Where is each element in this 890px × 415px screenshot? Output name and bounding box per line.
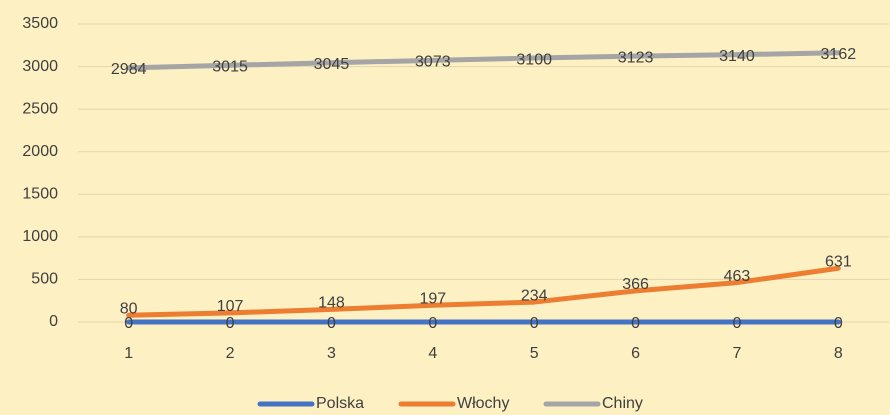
x-tick-label: 7 [732, 345, 741, 362]
y-tick-label: 0 [49, 313, 58, 330]
x-tick-label: 6 [631, 345, 640, 362]
y-tick-label: 1000 [22, 228, 58, 245]
data-label: 3045 [314, 56, 350, 73]
data-label: 3015 [212, 59, 248, 76]
y-tick-label: 500 [31, 271, 58, 288]
series-line [126, 265, 841, 318]
y-tick-label: 3000 [22, 58, 58, 75]
data-label: 0 [631, 315, 640, 332]
x-tick-label: 2 [226, 345, 235, 362]
data-label: 234 [521, 287, 548, 304]
x-tick-label: 8 [834, 345, 843, 362]
series-line [126, 50, 841, 71]
x-tick-label: 5 [530, 345, 539, 362]
data-label: 0 [226, 315, 235, 332]
data-label: 0 [327, 315, 336, 332]
data-label: 80 [120, 300, 138, 317]
data-label: 631 [825, 253, 852, 270]
data-label: 3100 [516, 51, 552, 68]
data-label: 3162 [821, 46, 857, 63]
y-tick-label: 2500 [22, 100, 58, 117]
legend-label: Włochy [457, 395, 509, 412]
data-label: 0 [732, 315, 741, 332]
legend-label: Polska [316, 395, 364, 412]
data-label: 107 [217, 298, 244, 315]
data-label: 0 [530, 315, 539, 332]
data-label: 197 [419, 290, 446, 307]
data-label: 3073 [415, 54, 451, 71]
data-label: 463 [724, 268, 751, 285]
x-tick-label: 1 [124, 345, 133, 362]
y-tick-label: 1500 [22, 186, 58, 203]
data-label: 366 [622, 276, 649, 293]
data-label: 3140 [719, 48, 755, 65]
data-label: 2984 [111, 61, 147, 78]
data-label: 0 [428, 315, 437, 332]
x-tick-label: 3 [327, 345, 336, 362]
y-tick-label: 3500 [22, 15, 58, 32]
data-label: 0 [834, 315, 843, 332]
data-label: 148 [318, 295, 345, 312]
data-label: 3123 [618, 49, 654, 66]
data-label: 0 [124, 315, 133, 332]
x-tick-label: 4 [428, 345, 437, 362]
legend-label: Chiny [602, 395, 643, 412]
y-tick-label: 2000 [22, 143, 58, 160]
